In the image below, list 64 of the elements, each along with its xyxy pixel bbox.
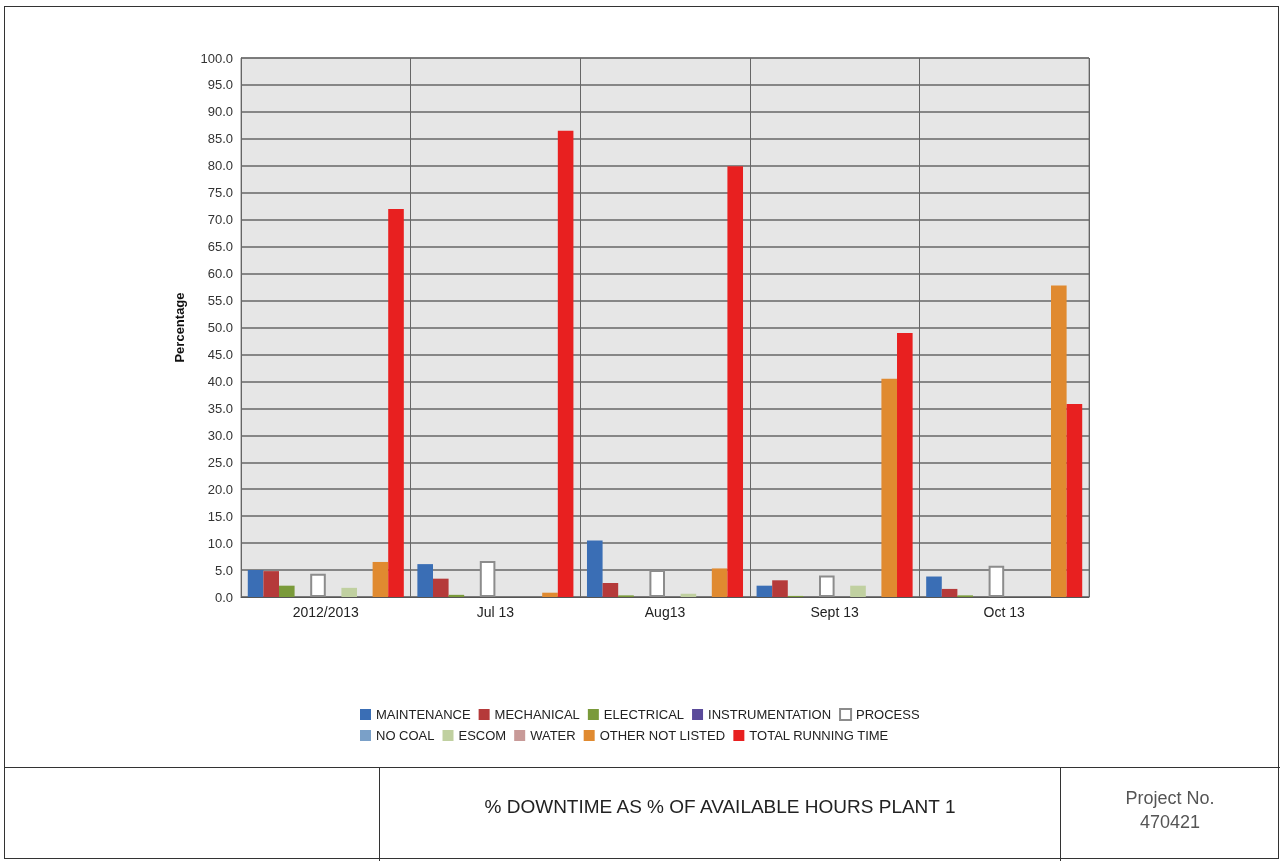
y-tick-label: 25.0: [207, 454, 233, 470]
bar: [542, 592, 558, 597]
bar: [850, 585, 866, 597]
text: 470421: [1138, 811, 1202, 834]
x-tick-label: Jul 13: [476, 604, 515, 620]
legend-label: WATER: [530, 728, 576, 743]
y-tick-label: 40.0: [207, 373, 233, 389]
bar: [278, 585, 295, 597]
bar: [941, 588, 958, 597]
bar: [247, 570, 264, 597]
legend-label: OTHER NOT LISTED: [599, 728, 726, 743]
text: Project No.: [1124, 787, 1216, 810]
y-tick-label: 15.0: [207, 508, 233, 524]
bar: [263, 571, 279, 597]
bar: [881, 378, 898, 597]
y-tick-label: 50.0: [207, 320, 233, 335]
y-axis-title: Percentage: [172, 292, 187, 363]
y-tick-label: 30.0: [207, 427, 233, 443]
x-tick-label: Oct 13: [983, 604, 1026, 620]
bar: [372, 561, 389, 597]
y-tick-label: 65.0: [207, 239, 233, 255]
legend-label: ELECTRICAL: [603, 707, 685, 722]
bar: [1051, 285, 1067, 597]
y-tick-label: 80.0: [207, 158, 233, 174]
y-tick-label: 5.0: [214, 562, 233, 578]
bar: [727, 166, 744, 597]
bar: [711, 568, 728, 597]
bar: [756, 585, 773, 597]
legend-label: NO COAL: [376, 728, 435, 743]
bar: [388, 208, 404, 597]
bar: [586, 540, 603, 597]
x-tick-label: Aug13: [644, 604, 686, 620]
y-tick-label: 90.0: [207, 104, 233, 120]
bar: [602, 582, 619, 597]
legend-label: MECHANICAL: [494, 707, 580, 722]
legend-label: PROCESS: [856, 707, 920, 722]
bar: [557, 130, 574, 597]
text: % DOWNTIME AS % OF AVAILABLE HOURS PLANT 1: [483, 796, 957, 818]
x-tick-label: 2012/2013: [292, 604, 360, 620]
bar: [432, 578, 449, 597]
y-tick-label: 95.0: [207, 77, 233, 93]
bar: [897, 332, 913, 597]
y-tick-label: 70.0: [207, 212, 233, 228]
bar: [772, 580, 788, 597]
y-tick-label: 20.0: [207, 481, 233, 497]
bar: [1066, 404, 1083, 597]
y-tick-label: 35.0: [207, 400, 233, 416]
y-tick-label: 0.0: [214, 589, 233, 605]
y-tick-label: 60.0: [207, 266, 233, 282]
y-tick-label: 100.0: [200, 50, 233, 66]
x-tick-label: Sept 13: [810, 604, 859, 620]
legend-label: INSTRUMENTATION: [708, 707, 832, 722]
legend-label: MAINTENANCE: [376, 707, 471, 722]
y-tick-label: 45.0: [207, 346, 233, 362]
bar: [341, 587, 358, 597]
y-tick-label: 10.0: [207, 535, 233, 551]
y-tick-label: 85.0: [207, 131, 233, 147]
legend-label: TOTAL RUNNING TIME: [749, 728, 889, 743]
y-tick-label: 55.0: [207, 293, 233, 309]
legend-label: ESCOM: [458, 728, 507, 743]
bar: [926, 576, 942, 597]
bar: [680, 593, 697, 597]
bar: [417, 564, 433, 597]
y-tick-label: 75.0: [207, 185, 233, 201]
